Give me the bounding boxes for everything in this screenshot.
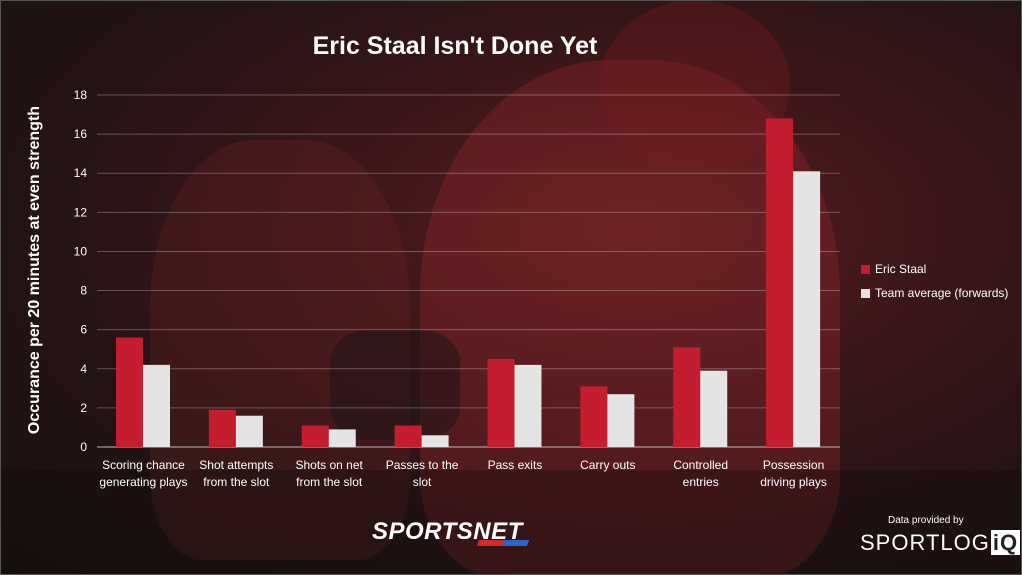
bar-eric-staal xyxy=(301,425,329,447)
x-tick-label: Shot attempts xyxy=(199,458,273,472)
bar-team-average xyxy=(235,415,263,447)
bar-team-average xyxy=(421,435,449,447)
x-tick-label: from the slot xyxy=(203,475,270,489)
legend-label-team-average: Team average (forwards) xyxy=(875,286,1009,300)
sportlogiq-logo-iq: iQ xyxy=(990,530,1021,555)
legend: Eric Staal Team average (forwards) xyxy=(861,257,1008,305)
bar-eric-staal xyxy=(673,347,701,447)
x-tick-label: generating plays xyxy=(99,475,187,489)
background-ice-shape xyxy=(0,470,1022,575)
y-tick-label: 0 xyxy=(80,440,87,454)
x-tick-label: Shots on net xyxy=(295,458,363,472)
background-helmet-shape xyxy=(600,0,790,170)
y-tick-label: 18 xyxy=(74,88,88,102)
legend-item-team-average: Team average (forwards) xyxy=(861,281,1008,305)
legend-swatch-team-average xyxy=(861,288,870,298)
y-tick-label: 2 xyxy=(80,401,87,415)
chart-title: Eric Staal Isn't Done Yet xyxy=(312,32,598,60)
x-tick-label: Possession xyxy=(763,458,824,472)
y-tick-label: 8 xyxy=(80,284,87,298)
x-tick-label: slot xyxy=(413,475,432,489)
bar-eric-staal xyxy=(766,118,794,447)
y-tick-label: 12 xyxy=(74,205,88,219)
x-tick-label: from the slot xyxy=(296,475,363,489)
bar-eric-staal xyxy=(208,409,236,447)
background-glove-shape xyxy=(330,330,460,440)
x-tick-label: Pass exits xyxy=(488,458,543,472)
bar-eric-staal xyxy=(116,337,143,447)
bar-eric-staal xyxy=(487,359,515,447)
x-tick-label: Carry outs xyxy=(580,458,635,472)
data-credit-text: Data provided by xyxy=(888,515,964,526)
legend-label-eric-staal: Eric Staal xyxy=(875,262,927,276)
bar-team-average xyxy=(607,394,635,447)
y-tick-label: 10 xyxy=(74,244,88,258)
bar-team-average xyxy=(143,364,170,447)
y-tick-label: 4 xyxy=(80,362,87,376)
legend-item-eric-staal: Eric Staal xyxy=(861,257,1008,281)
sportsnet-logo-stripe xyxy=(476,540,530,546)
sportlogiq-logo-main: SPORTLOG xyxy=(860,530,990,555)
y-tick-label: 16 xyxy=(74,127,88,141)
bar-team-average xyxy=(328,429,356,447)
bar-eric-staal xyxy=(394,425,422,447)
y-tick-label: 6 xyxy=(80,323,87,337)
y-tick-label: 14 xyxy=(74,166,88,180)
bar-team-average xyxy=(514,364,542,447)
x-tick-label: driving plays xyxy=(760,475,827,489)
x-tick-label: Passes to the xyxy=(386,458,459,472)
bar-team-average xyxy=(793,171,821,447)
bar-team-average xyxy=(700,370,728,447)
x-tick-label: entries xyxy=(683,475,719,489)
x-tick-label: Controlled xyxy=(673,458,728,472)
x-tick-label: Scoring chance xyxy=(102,458,185,472)
legend-swatch-eric-staal xyxy=(861,264,870,274)
bar-eric-staal xyxy=(580,386,608,447)
sportlogiq-logo: SPORTLOG iQ xyxy=(860,530,1021,556)
